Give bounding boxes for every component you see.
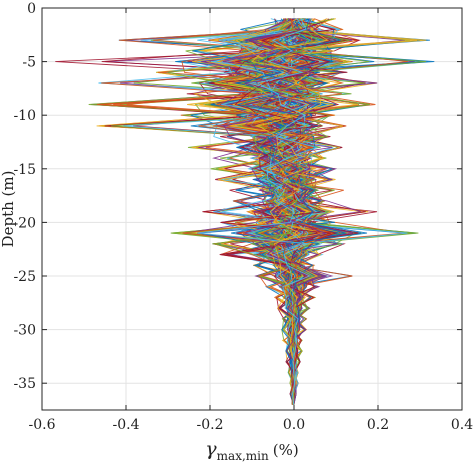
series-line	[221, 18, 318, 405]
series-group	[55, 18, 435, 405]
plot-frame	[41, 7, 463, 411]
series-line	[197, 18, 318, 405]
x-tick-label: -0.6	[29, 417, 56, 433]
y-tick-label: -20	[13, 215, 36, 231]
series-line	[237, 18, 368, 405]
y-tick-labels: 0 -5 -10 -15 -20 -25 -30 -35	[13, 1, 36, 392]
y-tick-label: -25	[13, 269, 36, 285]
x-tick-label: -0.2	[197, 417, 224, 433]
x-axis-symbol: γ	[205, 438, 217, 460]
x-tick-label: -0.4	[113, 417, 140, 433]
y-tick-label: -30	[13, 323, 36, 339]
y-tick-label: -35	[13, 376, 36, 392]
x-tick-label: 0.0	[283, 417, 305, 433]
axis-ticks	[41, 7, 463, 410]
y-axis-title: Depth (m)	[0, 171, 17, 248]
series-line	[167, 18, 370, 405]
y-tick-label: -5	[22, 55, 36, 71]
y-tick-label: -15	[13, 162, 36, 178]
y-tick-label: 0	[27, 1, 36, 17]
x-axis-title: γmax,min (%)	[205, 438, 298, 463]
series-line	[198, 18, 345, 405]
x-tick-labels: -0.6 -0.4 -0.2 0.0 0.2 0.4	[29, 417, 474, 433]
x-axis-subscript: max,min	[217, 449, 269, 463]
y-tick-label: -10	[13, 108, 36, 124]
x-axis-unit: (%)	[273, 441, 299, 459]
series-line	[251, 18, 333, 405]
x-tick-label: 0.2	[367, 417, 389, 433]
x-tick-label: 0.4	[451, 417, 473, 433]
